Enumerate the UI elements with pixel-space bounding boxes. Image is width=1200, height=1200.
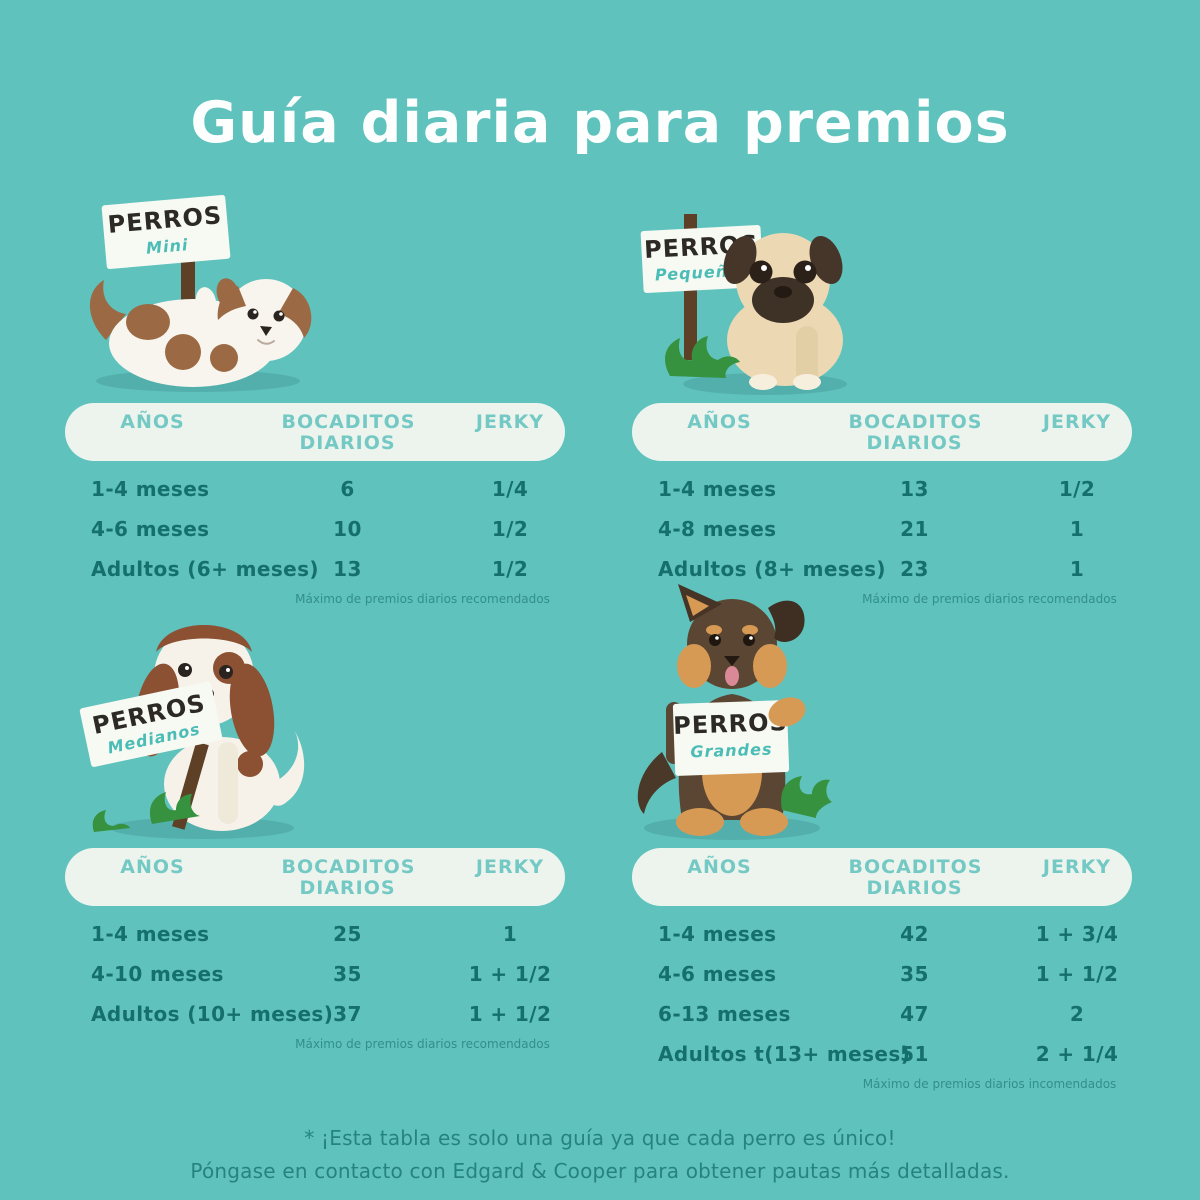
table-row: 4-10 meses 35 1 + 1/2 — [65, 954, 565, 994]
medianos-dog-illustration: PERROS Medianos — [79, 625, 305, 839]
jerky-cell: 1 + 1/2 — [468, 962, 552, 986]
column-header-age: AÑOS — [120, 411, 185, 433]
jerky-cell: 1 + 1/2 — [468, 1002, 552, 1026]
treats-table-medianos: AÑOS BOCADITOS DIARIOS JERKY 1-4 meses 2… — [65, 848, 565, 1051]
table-row: 1-4 meses 25 1 — [65, 914, 565, 954]
jerky-cell: 2 + 1/4 — [1035, 1042, 1119, 1066]
jerky-cell: 1 — [1069, 517, 1085, 541]
age-cell: Adultos (8+ meses) — [658, 557, 886, 581]
age-cell: Adultos t(13+ meses) — [658, 1042, 911, 1066]
age-cell: 1-4 meses — [658, 922, 777, 946]
age-cell: 1-4 meses — [91, 922, 210, 946]
jerky-cell: 1/2 — [491, 517, 529, 541]
mini-dog-illustration: PERROS Mini — [89, 194, 312, 392]
bocaditos-cell: 10 — [333, 517, 362, 541]
column-header-bocaditos: BOCADITOS DIARIOS — [848, 856, 983, 899]
bocaditos-cell: 47 — [900, 1002, 929, 1026]
column-header-age: AÑOS — [120, 856, 185, 878]
column-header-bocaditos: BOCADITOS DIARIOS — [848, 411, 983, 454]
column-header-bocaditos: BOCADITOS DIARIOS — [281, 411, 416, 454]
bocaditos-cell: 35 — [900, 962, 929, 986]
bocaditos-cell: 51 — [900, 1042, 929, 1066]
sign-subtitle: Grandes — [690, 740, 773, 762]
dog-paw — [740, 808, 788, 836]
treats-table-mini: AÑOS BOCADITOS DIARIOS JERKY 1-4 meses 6… — [65, 403, 565, 606]
dog-paw — [676, 808, 724, 836]
pequenos-dog-illustration: PERROS Pequeños — [640, 214, 847, 395]
jerky-cell: 2 — [1069, 1002, 1085, 1026]
column-header-age: AÑOS — [687, 411, 752, 433]
column-header-age: AÑOS — [687, 856, 752, 878]
age-cell: 4-8 meses — [658, 517, 777, 541]
grandes-dog-illustration: PERROS Grandes — [637, 584, 832, 840]
table-header-row: AÑOS BOCADITOS DIARIOS JERKY — [65, 848, 565, 906]
treats-table-pequenos: AÑOS BOCADITOS DIARIOS JERKY 1-4 meses 1… — [632, 403, 1132, 606]
jerky-cell: 1/4 — [491, 477, 529, 501]
table-row: 6-13 meses 47 2 — [632, 994, 1132, 1034]
treats-table-grandes: AÑOS BOCADITOS DIARIOS JERKY 1-4 meses 4… — [632, 848, 1132, 1091]
table-row: 1-4 meses 6 1/4 — [65, 469, 565, 509]
table-header-row: AÑOS BOCADITOS DIARIOS JERKY — [632, 403, 1132, 461]
jerky-cell: 1/2 — [1058, 477, 1096, 501]
jerky-cell: 1 + 1/2 — [1035, 962, 1119, 986]
table-row: Adultos (8+ meses) 23 1 — [632, 549, 1132, 589]
table-header-row: AÑOS BOCADITOS DIARIOS JERKY — [632, 848, 1132, 906]
bocaditos-cell: 6 — [340, 477, 355, 501]
column-header-jerky: JERKY — [1042, 856, 1112, 878]
age-cell: 4-10 meses — [91, 962, 224, 986]
table-row: 1-4 meses 42 1 + 3/4 — [632, 914, 1132, 954]
bocaditos-cell: 42 — [900, 922, 929, 946]
bocaditos-cell: 13 — [900, 477, 929, 501]
disclaimer-line-1: * ¡Esta tabla es solo una guía ya que ca… — [304, 1126, 896, 1150]
dog-paw — [768, 697, 806, 727]
bocaditos-cell: 37 — [333, 1002, 362, 1026]
perros-grandes-sign: PERROS Grandes — [673, 700, 790, 776]
column-header-jerky: JERKY — [475, 856, 545, 878]
bocaditos-cell: 35 — [333, 962, 362, 986]
mini-dog — [89, 278, 312, 387]
age-cell: Adultos (6+ meses) — [91, 557, 319, 581]
grass-tuft — [149, 792, 200, 824]
table-footnote: Máximo de premios diarios recomendados — [295, 1037, 550, 1051]
spaniel-dog — [134, 625, 305, 831]
grass-tuft — [92, 810, 130, 832]
table-footnote: Máximo de premios diarios recomendados — [295, 592, 550, 606]
jerky-cell: 1 + 3/4 — [1035, 922, 1119, 946]
page-title: Guía diaria para premios — [190, 90, 1010, 156]
grass-tuft — [665, 336, 740, 378]
bocaditos-cell: 25 — [333, 922, 362, 946]
grass-tuft — [781, 776, 832, 818]
jerky-cell: 1 — [1069, 557, 1085, 581]
bocaditos-cell: 23 — [900, 557, 929, 581]
table-row: 4-6 meses 10 1/2 — [65, 509, 565, 549]
table-row: Adultos (10+ meses) 37 1 + 1/2 — [65, 994, 565, 1034]
age-cell: 1-4 meses — [658, 477, 777, 501]
pug-dog — [723, 233, 843, 390]
table-row: 4-6 meses 35 1 + 1/2 — [632, 954, 1132, 994]
bocaditos-cell: 13 — [333, 557, 362, 581]
column-header-jerky: JERKY — [1042, 411, 1112, 433]
bocaditos-cell: 21 — [900, 517, 929, 541]
table-row: Adultos t(13+ meses) 51 2 + 1/4 — [632, 1034, 1132, 1074]
table-footnote: Máximo de premios diarios incomendados — [862, 1077, 1117, 1091]
jerky-cell: 1/2 — [491, 557, 529, 581]
column-header-jerky: JERKY — [475, 411, 545, 433]
sign-subtitle: Mini — [145, 235, 189, 258]
age-cell: Adultos (10+ meses) — [91, 1002, 334, 1026]
table-row: 4-8 meses 21 1 — [632, 509, 1132, 549]
table-row: Adultos (6+ meses) 13 1/2 — [65, 549, 565, 589]
age-cell: 1-4 meses — [91, 477, 210, 501]
table-footnote: Máximo de premios diarios recomendados — [862, 592, 1117, 606]
jerky-cell: 1 — [502, 922, 518, 946]
column-header-bocaditos: BOCADITOS DIARIOS — [281, 856, 416, 899]
disclaimer-line-2: Póngase en contacto con Edgard & Cooper … — [190, 1159, 1010, 1183]
age-cell: 4-6 meses — [658, 962, 777, 986]
age-cell: 6-13 meses — [658, 1002, 791, 1026]
table-row: 1-4 meses 13 1/2 — [632, 469, 1132, 509]
age-cell: 4-6 meses — [91, 517, 210, 541]
table-header-row: AÑOS BOCADITOS DIARIOS JERKY — [65, 403, 565, 461]
perros-mini-sign: PERROS Mini — [101, 194, 231, 270]
disclaimer: * ¡Esta tabla es solo una guía ya que ca… — [0, 1122, 1200, 1188]
